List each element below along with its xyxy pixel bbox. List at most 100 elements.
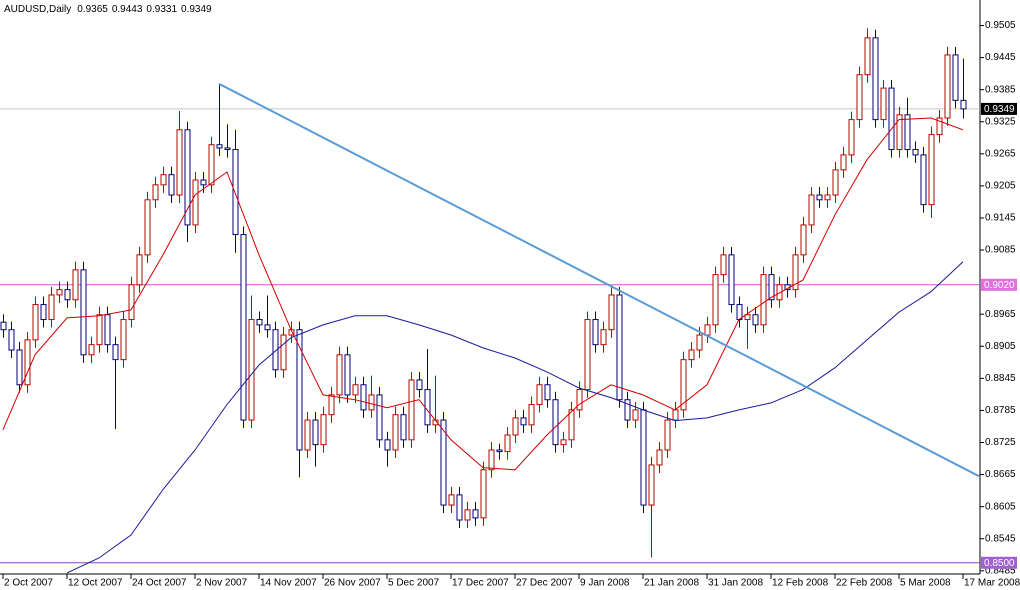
candle-body [928,134,935,206]
candle-body [888,87,895,151]
y-tick-label: 0.9265 [985,148,1016,159]
trend-line [218,82,980,478]
candle-body [208,144,215,186]
y-tick-label: 0.9325 [985,116,1016,127]
candle-body [120,319,127,361]
candle-body [616,294,623,401]
candle-body [504,434,511,453]
candle-body [392,414,399,451]
candle-body [544,384,551,401]
candle-body [808,194,815,226]
candle-body [496,449,503,453]
candle-body [440,419,447,506]
x-tick-label: 21 Jan 2008 [644,578,699,589]
candle-body [144,199,151,256]
candle-body [760,274,767,326]
candle-body [656,449,663,466]
candle-body [152,184,159,201]
candle-body [376,394,383,441]
high-value: 0.9443 [112,4,143,15]
candle-body [664,419,671,451]
close-value: 0.9349 [181,4,212,15]
candle-body [184,129,191,226]
candle-body [512,417,519,436]
candle-body [520,417,527,426]
candle-body [936,117,943,136]
candle-body [216,144,223,149]
candle-body [704,324,711,336]
y-tick-label: 0.8665 [985,469,1016,480]
candle-body [112,344,119,361]
candle-body [8,329,15,351]
x-tick-label: 17 Mar 2008 [964,578,1020,589]
candle-body [824,194,831,201]
candle-body [904,114,911,151]
candle-body [792,254,799,291]
candle-body [200,179,207,186]
candle-body [672,409,679,421]
candle-body [296,329,303,451]
candle-body [128,284,135,321]
candle-body [272,329,279,371]
x-tick-label: 5 Mar 2008 [900,578,951,589]
candle-body [336,354,343,396]
candle-body [192,179,199,226]
candle-body [848,119,855,156]
y-tick-label: 0.8545 [985,533,1016,544]
candle-body [224,147,231,151]
candle-body [552,399,559,446]
y-tick-label: 0.8725 [985,437,1016,448]
x-tick-label: 5 Dec 2007 [388,578,440,589]
candle-body [576,389,583,411]
candle-body [624,399,631,421]
candle-body [752,314,759,326]
candle-body [32,304,39,341]
candle-body [776,284,783,301]
y-tick-label: 0.8605 [985,501,1016,512]
candle-body [304,419,311,451]
candle-body [592,319,599,346]
candle-body [584,319,591,391]
candle-body [344,354,351,396]
y-tick-label: 0.8905 [985,341,1016,352]
candle-body [832,169,839,196]
candle-body [264,324,271,331]
candle-body [872,37,879,121]
candle-body [944,54,951,119]
candle-body [952,54,959,101]
x-tick-label: 22 Feb 2008 [836,578,893,589]
moving-average [66,261,964,574]
x-tick-label: 31 Jan 2008 [708,578,763,589]
level-label: 0.8500 [984,558,1015,569]
candle-body [240,234,247,421]
candle-body [320,414,327,446]
low-value: 0.9331 [146,4,177,15]
candle-body [448,494,455,506]
x-tick-label: 17 Dec 2007 [452,578,509,589]
candle-body [16,349,23,386]
moving-average [2,117,964,471]
candle-body [384,439,391,451]
y-tick-label: 0.9385 [985,84,1016,95]
candle-body [608,294,615,331]
candle-body [632,409,639,421]
candle-body [64,289,71,301]
candle-body [600,329,607,346]
candle-body [640,409,647,506]
candle-body [40,304,47,321]
candle-body [136,254,143,286]
candle-body [864,37,871,76]
x-tick-label: 27 Dec 2007 [516,578,573,589]
candle-body [360,384,367,411]
candle-body [800,224,807,256]
candle-body [176,129,183,196]
level-box [981,556,1017,569]
candle-body [312,419,319,446]
candle-body [560,439,567,446]
candle-body [480,469,487,519]
candle-body [0,321,7,331]
candle-body [920,154,927,206]
y-tick-label: 0.9085 [985,245,1016,256]
